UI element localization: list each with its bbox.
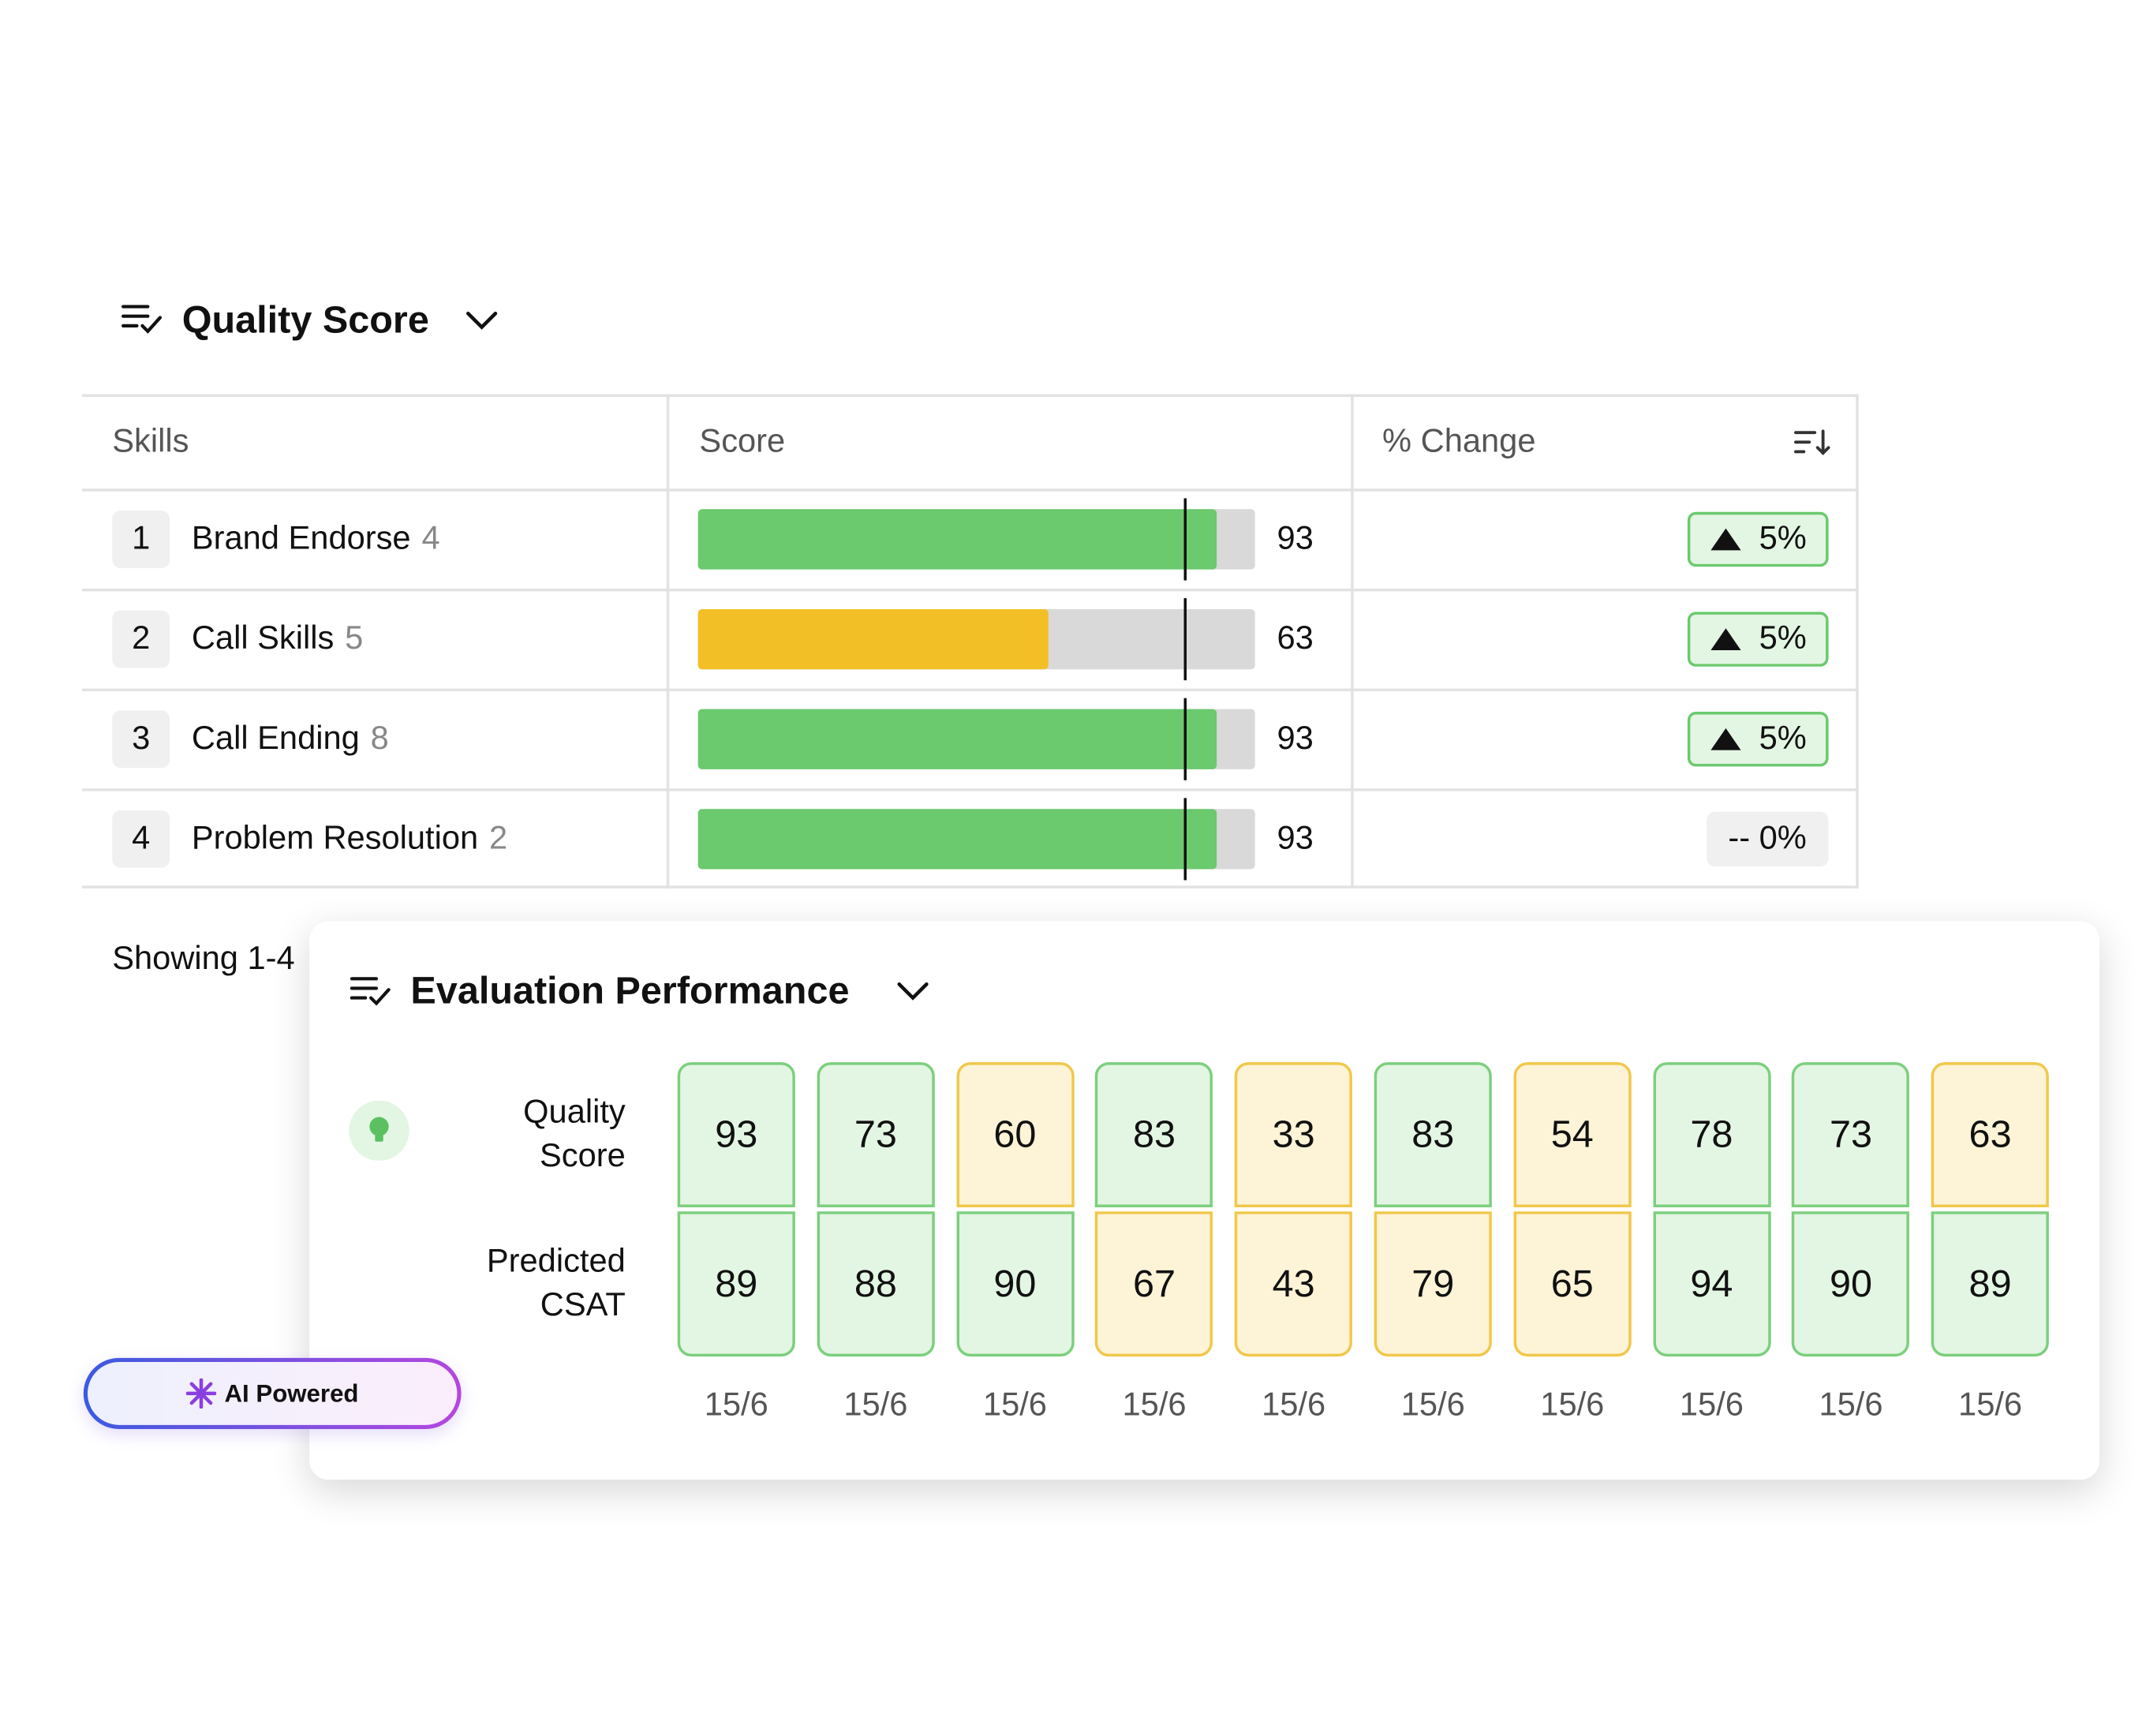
- skill-name: Call Ending 8: [192, 716, 389, 761]
- skill-count: 8: [370, 719, 389, 757]
- change-value: 5%: [1759, 519, 1807, 557]
- list-icon: [349, 973, 393, 1016]
- score-cell: 54: [1513, 1062, 1632, 1208]
- skill-count: 4: [421, 519, 440, 557]
- score-cell: 83: [1374, 1062, 1492, 1208]
- row-divider: [82, 588, 1859, 592]
- date-label: 15/6: [1122, 1386, 1187, 1424]
- badge-label: AI Powered: [224, 1379, 359, 1407]
- list-icon: [121, 301, 165, 344]
- sparkle-icon: [185, 1378, 217, 1409]
- date-label: 15/6: [1958, 1386, 2023, 1424]
- ai-badge-inner: AI Powered: [88, 1362, 458, 1425]
- date-label: 15/6: [1679, 1386, 1744, 1424]
- column-divider: [666, 394, 670, 889]
- skill-name: Brand Endorse 4: [192, 517, 440, 561]
- sort-icon[interactable]: [1793, 427, 1831, 464]
- score-cell: 93: [677, 1062, 795, 1208]
- skill-label: Call Ending: [191, 719, 360, 757]
- up-arrow: [1710, 627, 1743, 651]
- ai-badge: AI Powered: [83, 1357, 462, 1430]
- score-cell: 63: [1931, 1062, 2050, 1208]
- row-label: Predicted CSAT: [486, 1243, 626, 1324]
- table-footer: Showing 1-4: [112, 940, 295, 978]
- score-cell: 33: [1235, 1062, 1353, 1208]
- column-header: Skills: [112, 423, 189, 460]
- skill-count: 5: [345, 619, 364, 657]
- panel-title: Evaluation Performance: [410, 969, 850, 1012]
- target-line: [1183, 697, 1187, 780]
- date-label: 15/6: [982, 1386, 1047, 1424]
- skill-name: Call Skills 5: [192, 616, 363, 660]
- date-label: 15/6: [1262, 1386, 1326, 1424]
- score-cell: 79: [1374, 1211, 1492, 1357]
- skill-name: Problem Resolution 2: [192, 817, 507, 861]
- table-border: [82, 394, 1859, 889]
- row-label: Quality Score: [523, 1094, 626, 1175]
- score-value: 63: [1277, 619, 1314, 657]
- target-line: [1183, 597, 1187, 680]
- score-bar: [697, 808, 1217, 869]
- rank-box: 4: [112, 810, 170, 867]
- skill-label: Problem Resolution: [191, 819, 479, 857]
- insight-icon: [349, 1100, 409, 1162]
- up-arrow: [1710, 526, 1743, 551]
- score-cell: 89: [677, 1211, 795, 1357]
- change-badge: 5%: [1688, 611, 1829, 666]
- score-cell: 43: [1235, 1211, 1353, 1357]
- column-divider: [1351, 394, 1354, 889]
- skill-label: Brand Endorse: [191, 519, 411, 557]
- score-cell: 67: [1095, 1211, 1213, 1357]
- score-value: 93: [1277, 519, 1314, 557]
- score-cell: 65: [1513, 1211, 1632, 1357]
- change-value: -- 0%: [1728, 819, 1807, 857]
- rank-box: 2: [112, 609, 170, 668]
- score-cell: 73: [1792, 1062, 1910, 1208]
- skill-count: 2: [489, 819, 508, 857]
- evaluation-card: Evaluation Performance Quality Score Predi…: [309, 921, 2100, 1480]
- score-bar: [697, 708, 1217, 769]
- dropdown-chevron[interactable]: [895, 978, 930, 1010]
- row-divider: [82, 488, 1859, 492]
- score-cell: 94: [1652, 1211, 1770, 1357]
- column-header: % Change: [1382, 423, 1536, 460]
- row-divider: [82, 788, 1859, 791]
- date-label: 15/6: [1400, 1386, 1465, 1424]
- skill-label: Call Skills: [191, 619, 335, 657]
- target-line: [1183, 497, 1187, 580]
- target-line: [1183, 797, 1187, 880]
- score-cell: 73: [817, 1062, 935, 1208]
- change-value: 5%: [1759, 719, 1807, 757]
- up-arrow: [1710, 726, 1743, 750]
- score-cell: 88: [817, 1211, 935, 1357]
- rank-box: 1: [112, 510, 170, 568]
- change-badge: -- 0%: [1706, 810, 1829, 866]
- change-badge: 5%: [1688, 711, 1829, 766]
- score-cell: 89: [1931, 1211, 2050, 1357]
- score-cell: 90: [955, 1211, 1075, 1357]
- score-cell: 78: [1652, 1062, 1770, 1208]
- change-value: 5%: [1759, 619, 1807, 657]
- row-divider: [82, 688, 1859, 692]
- column-header: Score: [699, 423, 786, 460]
- date-label: 15/6: [843, 1386, 908, 1424]
- score-value: 93: [1277, 719, 1314, 757]
- date-label: 15/6: [704, 1386, 768, 1424]
- date-label: 15/6: [1819, 1386, 1883, 1424]
- score-cell: 83: [1095, 1062, 1213, 1208]
- panel-title: Quality Score: [181, 298, 429, 341]
- date-label: 15/6: [1540, 1386, 1605, 1424]
- dropdown-chevron[interactable]: [464, 308, 499, 339]
- score-cell: 90: [1792, 1211, 1910, 1357]
- score-bar: [697, 608, 1049, 669]
- score-bar: [697, 508, 1217, 569]
- score-value: 93: [1277, 819, 1314, 857]
- score-cell: 60: [955, 1062, 1075, 1208]
- change-badge: 5%: [1688, 511, 1829, 567]
- rank-box: 3: [112, 709, 170, 768]
